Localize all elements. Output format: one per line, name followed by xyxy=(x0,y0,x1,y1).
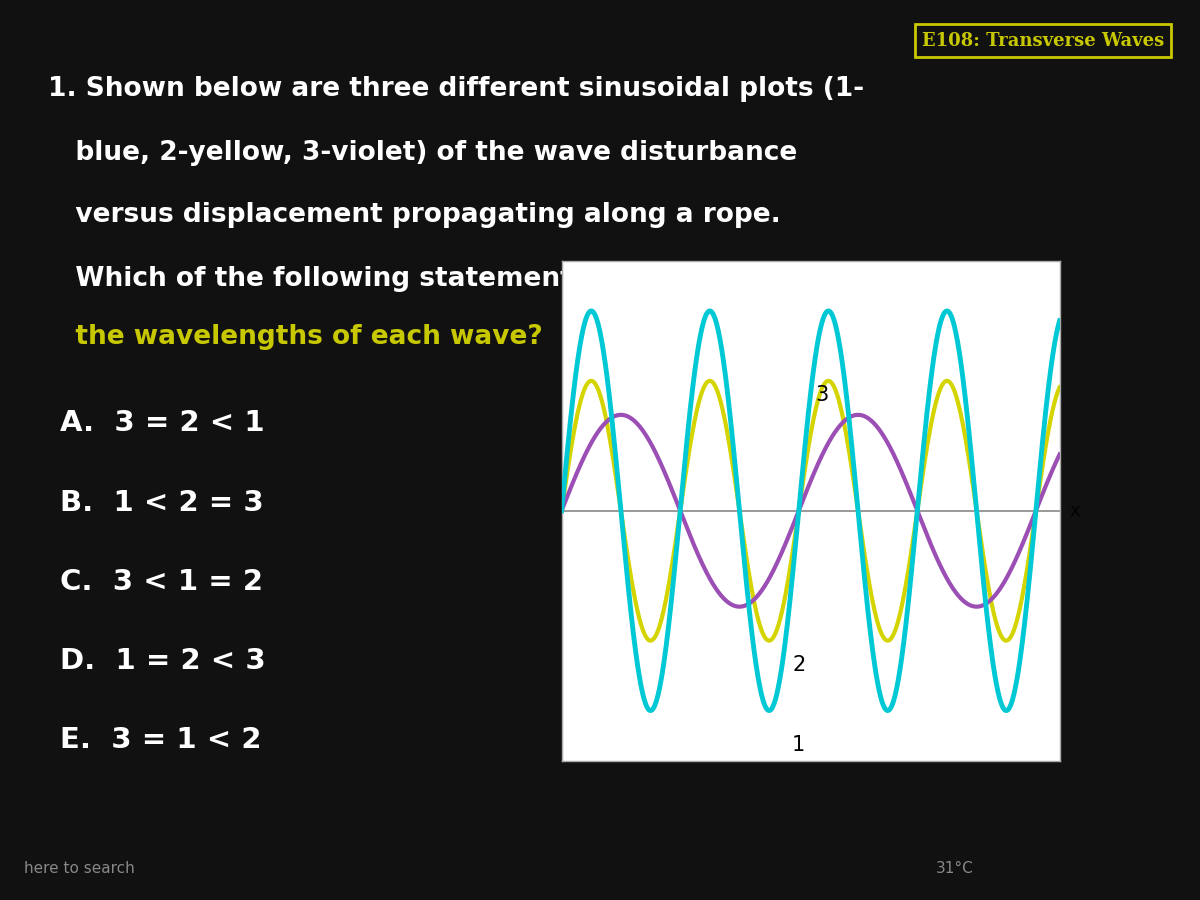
Text: the wavelengths of each wave?: the wavelengths of each wave? xyxy=(48,324,542,350)
Text: B.  1 < 2 = 3: B. 1 < 2 = 3 xyxy=(60,489,264,517)
Text: E.  3 = 1 < 2: E. 3 = 1 < 2 xyxy=(60,726,262,754)
Text: blue, 2-yellow, 3-violet) of the wave disturbance: blue, 2-yellow, 3-violet) of the wave di… xyxy=(48,140,797,166)
Text: 1. Shown below are three different sinusoidal plots (1-: 1. Shown below are three different sinus… xyxy=(48,76,864,103)
Text: 1: 1 xyxy=(792,734,805,754)
Text: E108: Transverse Waves: E108: Transverse Waves xyxy=(922,32,1164,50)
Text: versus displacement propagating along a rope.: versus displacement propagating along a … xyxy=(48,202,781,229)
Text: A.  3 = 2 < 1: A. 3 = 2 < 1 xyxy=(60,410,265,437)
Text: D.  1 = 2 < 3: D. 1 = 2 < 3 xyxy=(60,647,265,675)
Text: C.  3 < 1 = 2: C. 3 < 1 = 2 xyxy=(60,568,263,596)
Text: 2: 2 xyxy=(792,654,805,675)
Text: Which of the following statements is: Which of the following statements is xyxy=(48,266,631,292)
Text: 31°C: 31°C xyxy=(936,861,973,876)
Text: here to search: here to search xyxy=(24,861,134,876)
Text: 3: 3 xyxy=(816,385,829,405)
Text: TRUE about: TRUE about xyxy=(642,266,815,292)
Text: x: x xyxy=(1069,501,1080,519)
